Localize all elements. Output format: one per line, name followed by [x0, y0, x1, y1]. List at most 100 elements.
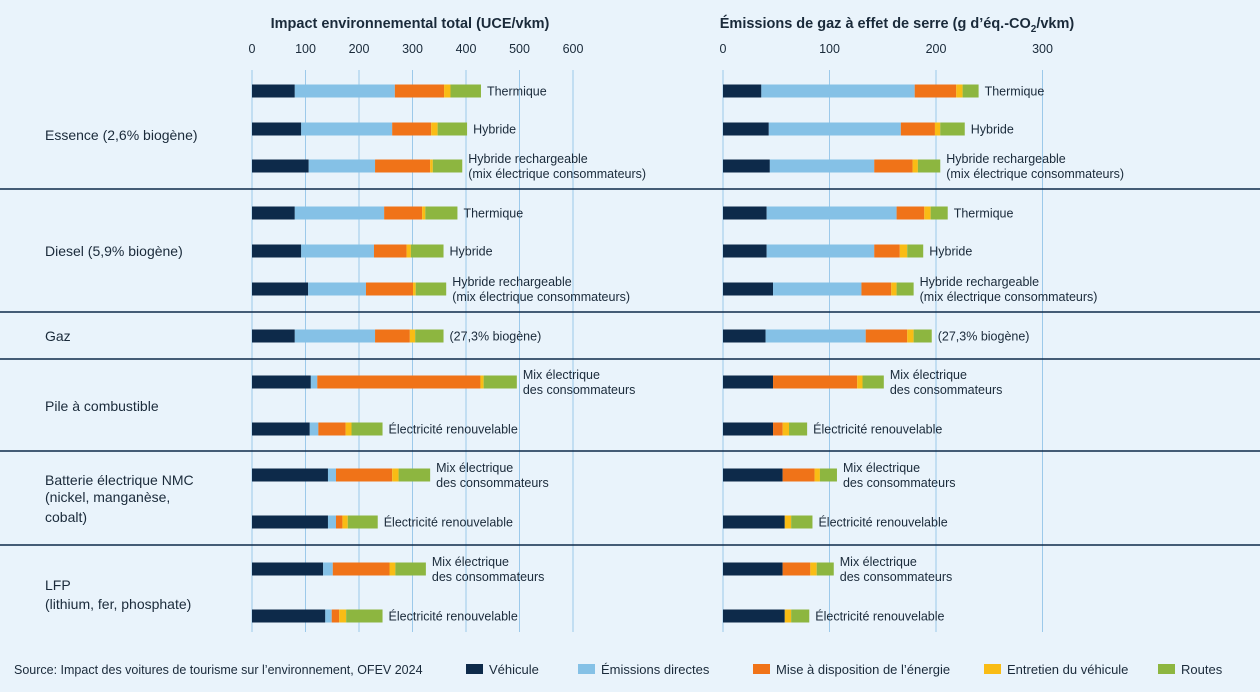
- bar-segment: [723, 282, 774, 296]
- bar-segment: [347, 515, 378, 529]
- bar-segment: [432, 159, 463, 173]
- bar-segment: [784, 515, 792, 529]
- bar-segment: [861, 282, 892, 296]
- bar-segment: [723, 122, 769, 136]
- group-label: Batterie électrique NMC: [45, 472, 194, 488]
- bar-label: Thermique: [487, 85, 547, 99]
- bar-segment: [422, 206, 426, 220]
- bar-segment: [723, 84, 762, 98]
- bar-segment: [791, 609, 810, 623]
- bar-segment: [252, 206, 295, 220]
- bar-label: Thermique: [463, 207, 523, 221]
- bar-segment: [410, 244, 444, 258]
- source-note: Source: Impact des voitures de tourisme …: [14, 663, 423, 677]
- bar-segment: [791, 515, 813, 529]
- legend-label: Véhicule: [489, 662, 539, 677]
- bar-segment: [252, 122, 302, 136]
- bar-segment: [252, 422, 310, 436]
- bar-segment: [308, 159, 376, 173]
- bar-segment: [342, 515, 348, 529]
- bar-segment: [784, 609, 792, 623]
- tick-label: 300: [1032, 42, 1053, 56]
- bar-segment: [773, 422, 783, 436]
- bar-segment: [351, 422, 383, 436]
- bar-segment: [301, 122, 393, 136]
- panel-title-subscript: 2: [1031, 24, 1037, 35]
- bar-segment: [425, 206, 458, 220]
- bar-label: Hybride: [450, 245, 493, 259]
- bar-segment: [766, 244, 875, 258]
- bar-label: (mix électrique consommateurs): [452, 290, 630, 304]
- bar-segment: [384, 206, 423, 220]
- bar-segment: [392, 122, 432, 136]
- bar-segment: [437, 122, 468, 136]
- tick-label: 600: [563, 42, 584, 56]
- bar-segment: [375, 159, 431, 173]
- bar-label: des consommateurs: [890, 383, 1003, 397]
- bar-segment: [398, 468, 431, 482]
- bar-segment: [907, 244, 924, 258]
- bar-segment: [252, 562, 324, 576]
- panel-title-1: Impact environnemental total (UCE/vkm): [271, 16, 550, 32]
- bar-label: Électricité renouvelable: [384, 515, 513, 530]
- bar-segment: [723, 244, 767, 258]
- bar-label: Hybride rechargeable: [920, 275, 1040, 289]
- tick-label: 200: [349, 42, 370, 56]
- tick-label: 400: [456, 42, 477, 56]
- tick-label: 200: [926, 42, 947, 56]
- bar-segment: [309, 422, 319, 436]
- bar-segment: [415, 282, 447, 296]
- bar-label: Thermique: [985, 85, 1045, 99]
- bar-segment: [375, 329, 410, 343]
- legend-label: Routes: [1181, 662, 1223, 677]
- bar-label: Hybride: [929, 245, 972, 259]
- bar-segment: [365, 282, 414, 296]
- bar-segment: [318, 422, 346, 436]
- bar-segment: [252, 244, 302, 258]
- bar-segment: [723, 562, 783, 576]
- bar-label: Électricité renouvelable: [818, 515, 947, 530]
- bar-segment: [900, 122, 935, 136]
- bar-segment: [723, 515, 785, 529]
- tick-label: 100: [819, 42, 840, 56]
- bar-label: Électricité renouvelable: [813, 422, 942, 437]
- bar-segment: [723, 375, 774, 389]
- bar-segment: [899, 244, 908, 258]
- bar-segment: [310, 375, 318, 389]
- bar-segment: [331, 609, 340, 623]
- bar-segment: [865, 329, 908, 343]
- bar-segment: [252, 282, 309, 296]
- bar-label: des consommateurs: [436, 476, 549, 490]
- bar-segment: [862, 375, 884, 389]
- panel-title-part: Émissions de gaz à effet de serre (g d’é…: [720, 15, 1031, 32]
- bar-segment: [874, 244, 900, 258]
- bar-segment: [444, 84, 451, 98]
- panel-title-2: Émissions de gaz à effet de serre (g d’é…: [720, 15, 1075, 35]
- bar-segment: [810, 562, 817, 576]
- bar-label: des consommateurs: [432, 570, 545, 584]
- bar-segment: [874, 159, 913, 173]
- bar-label: Électricité renouvelable: [815, 609, 944, 624]
- bar-label: Électricité renouvelable: [389, 422, 518, 437]
- group-label: LFP: [45, 577, 71, 593]
- bar-segment: [301, 244, 374, 258]
- bar-segment: [294, 84, 395, 98]
- bar-segment: [323, 562, 333, 576]
- bar-segment: [769, 159, 875, 173]
- bar-segment: [930, 206, 948, 220]
- bar-label: Hybride: [473, 123, 516, 137]
- bar-segment: [816, 562, 834, 576]
- tick-label: 0: [720, 42, 727, 56]
- tick-label: 100: [295, 42, 316, 56]
- bar-segment: [430, 159, 433, 173]
- bar-segment: [406, 244, 411, 258]
- bar-label: (27,3% biogène): [450, 330, 542, 344]
- tick-label: 0: [249, 42, 256, 56]
- bar-segment: [346, 609, 383, 623]
- bar-segment: [294, 206, 385, 220]
- bar-segment: [327, 515, 336, 529]
- bar-segment: [819, 468, 837, 482]
- bar-label: Thermique: [954, 207, 1014, 221]
- bar-segment: [345, 422, 352, 436]
